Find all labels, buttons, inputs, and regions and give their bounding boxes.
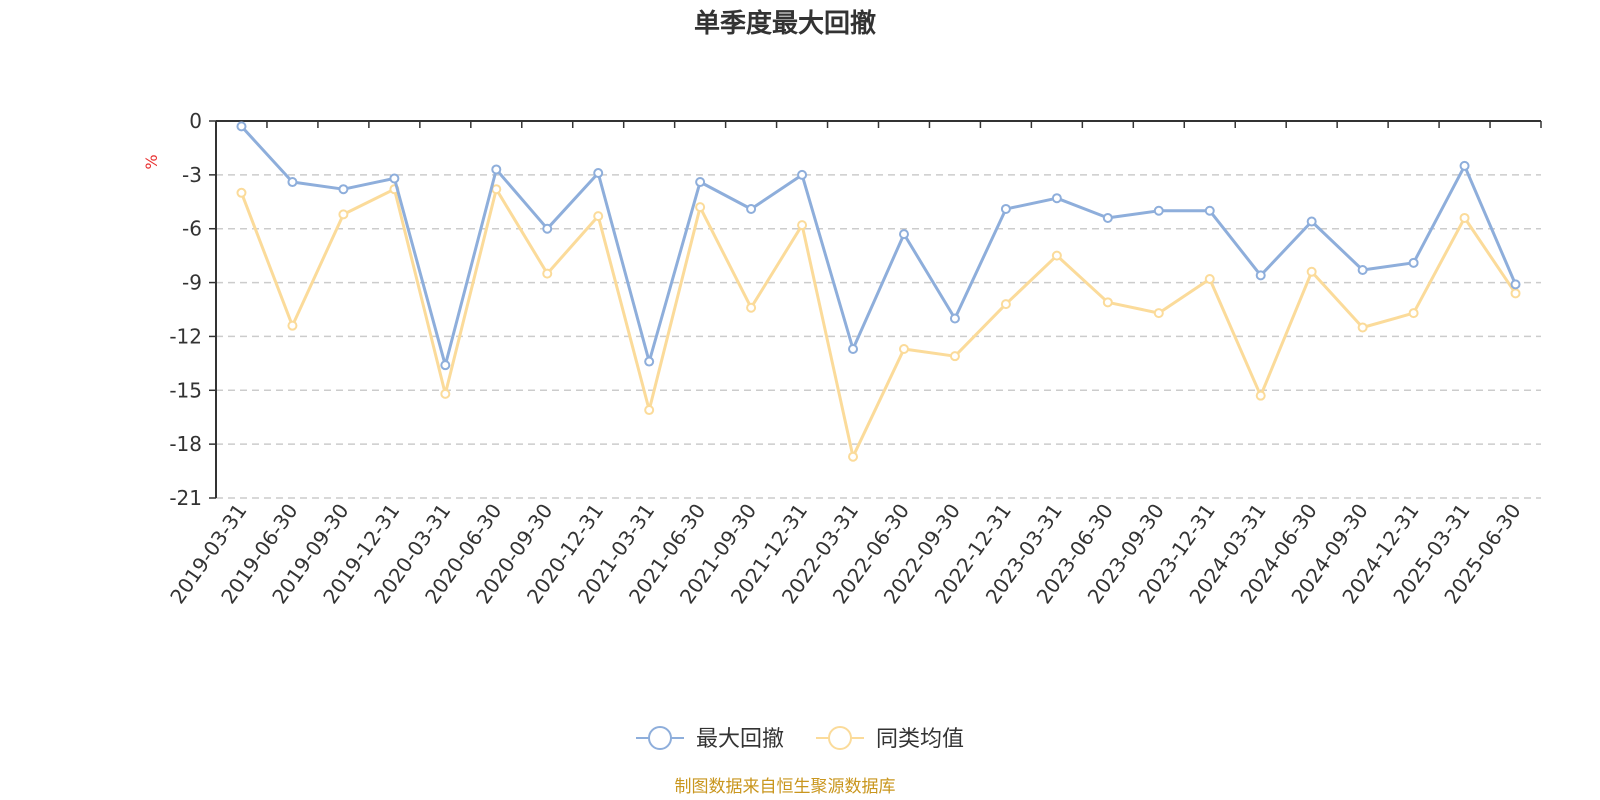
source-note: 制图数据来自恒生聚源数据库 xyxy=(675,777,896,797)
data-point[interactable] xyxy=(797,220,808,231)
axes xyxy=(215,120,1541,498)
legend[interactable]: 最大回撤 同类均值 xyxy=(636,726,964,752)
data-point[interactable] xyxy=(1051,250,1062,261)
grid-lines xyxy=(216,174,1541,499)
data-point[interactable] xyxy=(644,356,655,367)
y-tick-label: -15 xyxy=(169,378,202,402)
data-point[interactable] xyxy=(542,268,553,279)
y-tick-label: -12 xyxy=(169,324,202,348)
legend-item-1[interactable]: 最大回撤 xyxy=(636,726,784,752)
data-point[interactable] xyxy=(746,302,757,313)
data-point[interactable] xyxy=(1102,212,1113,223)
series-lines xyxy=(236,121,1521,462)
data-point[interactable] xyxy=(1000,299,1011,310)
data-point[interactable] xyxy=(949,313,960,324)
data-point[interactable] xyxy=(1051,193,1062,204)
data-point[interactable] xyxy=(287,177,298,188)
x-axis-ticks: 2019-03-312019-06-302019-09-302019-12-31… xyxy=(165,121,1542,608)
data-point[interactable] xyxy=(440,388,451,399)
y-tick-label: -3 xyxy=(182,163,202,187)
data-point[interactable] xyxy=(1306,216,1317,227)
data-point[interactable] xyxy=(898,343,909,354)
data-point[interactable] xyxy=(236,121,247,132)
data-point[interactable] xyxy=(236,187,247,198)
data-point[interactable] xyxy=(695,177,706,188)
series-2 xyxy=(236,184,1521,462)
data-point[interactable] xyxy=(644,405,655,416)
data-point[interactable] xyxy=(1255,390,1266,401)
data-point[interactable] xyxy=(593,168,604,179)
legend-label: 同类均值 xyxy=(876,727,964,752)
data-point[interactable] xyxy=(1204,205,1215,216)
data-point[interactable] xyxy=(848,343,859,354)
data-point[interactable] xyxy=(491,184,502,195)
data-point[interactable] xyxy=(949,351,960,362)
data-point[interactable] xyxy=(440,360,451,371)
y-tick-label: -21 xyxy=(169,486,202,510)
data-point[interactable] xyxy=(593,211,604,222)
data-point[interactable] xyxy=(1000,203,1011,214)
data-point[interactable] xyxy=(1153,205,1164,216)
series-line xyxy=(240,187,1517,459)
data-point[interactable] xyxy=(797,169,808,180)
y-tick-label: -9 xyxy=(182,271,202,295)
data-point[interactable] xyxy=(1357,265,1368,276)
data-point[interactable] xyxy=(1204,273,1215,284)
data-point[interactable] xyxy=(746,203,757,214)
data-point[interactable] xyxy=(1153,308,1164,319)
data-point[interactable] xyxy=(1459,160,1470,171)
data-point[interactable] xyxy=(848,451,859,462)
data-point[interactable] xyxy=(1408,257,1419,268)
data-point[interactable] xyxy=(1306,266,1317,277)
y-tick-label: -6 xyxy=(182,217,202,241)
data-point[interactable] xyxy=(389,173,400,184)
series-1 xyxy=(236,121,1521,371)
y-tick-label: -18 xyxy=(169,432,202,456)
data-point[interactable] xyxy=(338,184,349,195)
legend-marker-icon xyxy=(648,726,672,750)
data-point[interactable] xyxy=(1510,279,1521,290)
data-point[interactable] xyxy=(1102,297,1113,308)
legend-label: 最大回撤 xyxy=(696,727,784,752)
data-point[interactable] xyxy=(1357,322,1368,333)
data-point[interactable] xyxy=(491,164,502,175)
legend-marker-icon xyxy=(828,726,852,750)
legend-item-2[interactable]: 同类均值 xyxy=(816,726,964,752)
data-point[interactable] xyxy=(1408,308,1419,319)
data-point[interactable] xyxy=(898,229,909,240)
data-point[interactable] xyxy=(338,209,349,220)
data-point[interactable] xyxy=(542,223,553,234)
series-line xyxy=(240,125,1517,367)
data-point[interactable] xyxy=(287,320,298,331)
y-axis-unit: % xyxy=(142,154,161,169)
chart-title: 单季度最大回撤 xyxy=(694,8,876,39)
y-tick-label: 0 xyxy=(189,109,202,133)
data-point[interactable] xyxy=(1510,288,1521,299)
data-point[interactable] xyxy=(1255,270,1266,281)
y-axis-ticks: 0 -3 -6 -9 -12 -15 -18 -21 xyxy=(169,109,216,510)
data-point[interactable] xyxy=(1459,212,1470,223)
data-point[interactable] xyxy=(695,202,706,213)
